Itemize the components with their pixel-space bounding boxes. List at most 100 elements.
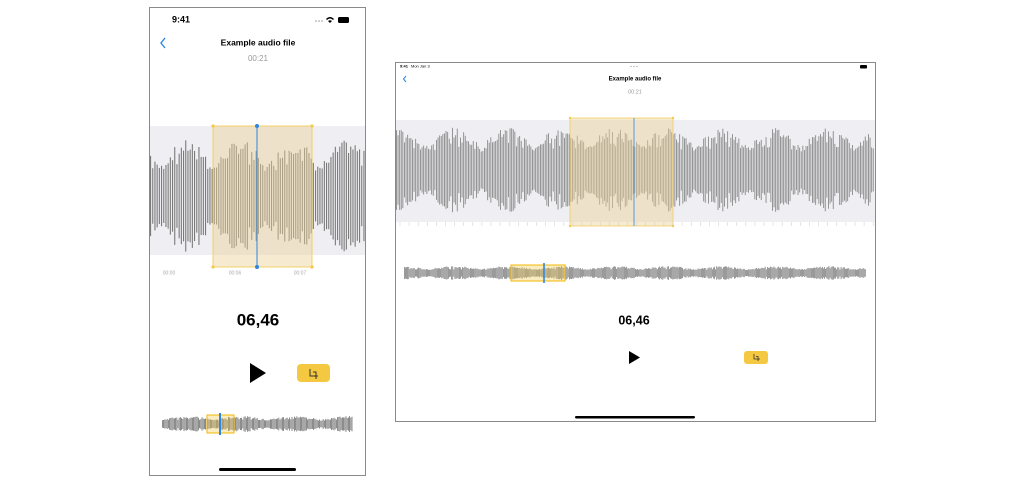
phone: 9:41 Example audio file 00:21 00:00 00:0…: [149, 7, 366, 476]
wave-bar: [361, 165, 363, 227]
wave-bar: [229, 148, 231, 244]
wave-bar: [286, 164, 288, 228]
wave-bar: [445, 266, 447, 280]
wave-bar: [589, 268, 591, 278]
wave-bar: [802, 145, 804, 195]
wave-bar: [541, 268, 543, 278]
wave-bar: [738, 268, 740, 278]
wave-bar: [284, 150, 286, 242]
selection[interactable]: [569, 117, 674, 227]
play-button[interactable]: [629, 351, 640, 364]
wave-bar: [187, 150, 189, 242]
play-button[interactable]: [250, 363, 266, 383]
wave-bar: [520, 140, 522, 199]
wave-bar: [821, 136, 823, 204]
wave-bar: [189, 418, 191, 430]
wave-bar: [319, 167, 321, 225]
wave-bar: [453, 269, 455, 277]
wave-bar: [186, 417, 187, 431]
crop-button[interactable]: [297, 364, 330, 382]
wave-bar: [859, 268, 861, 278]
wave-bar: [514, 131, 516, 209]
wave-bar: [488, 268, 490, 278]
wave-bar: [483, 269, 484, 277]
wave-bar: [461, 269, 462, 277]
wave-bar: [225, 418, 227, 430]
wave-bar: [789, 139, 791, 202]
wave-bar: [423, 145, 425, 195]
wave-bar: [730, 267, 732, 279]
wave-bar: [792, 145, 794, 195]
wave-bar: [456, 267, 458, 279]
wave-bar: [176, 417, 178, 431]
wave-bar: [612, 131, 613, 209]
wave-bar: [751, 147, 753, 193]
wave-bar: [152, 168, 154, 224]
wave-bar: [846, 268, 847, 278]
wave-bar: [813, 137, 815, 203]
wave-bar: [278, 417, 280, 431]
wave-bar: [594, 268, 595, 278]
wave-bar: [861, 269, 863, 277]
wave-bar: [207, 418, 209, 429]
wave-bar: [246, 142, 248, 250]
wave-bar: [196, 416, 198, 432]
wave-bar: [837, 267, 839, 279]
wave-bar: [314, 418, 316, 430]
wave-bar: [691, 269, 692, 277]
wave-bar: [211, 419, 212, 429]
time-ticks: [399, 222, 874, 226]
wave-bar: [832, 131, 834, 209]
wave-bar: [584, 269, 586, 277]
selection[interactable]: [212, 125, 313, 268]
time-label: 00:07: [294, 270, 307, 276]
wave-bar: [509, 128, 511, 212]
wave-bar: [757, 268, 758, 278]
wave-bar: [868, 134, 869, 206]
wave-bar: [620, 267, 622, 279]
wave-bar: [195, 416, 197, 432]
wave-bar: [853, 150, 855, 190]
wave-bar: [553, 267, 555, 279]
wave-bar: [258, 420, 259, 428]
wave-bar: [825, 269, 826, 277]
wave-bar: [231, 143, 233, 249]
wave-bar: [418, 143, 420, 197]
mini-selection[interactable]: [510, 264, 566, 282]
wave-bar: [640, 147, 642, 193]
wave-bar: [416, 269, 417, 277]
wave-bar: [785, 266, 787, 280]
wave-bar: [554, 269, 556, 277]
wave-bar: [655, 268, 657, 278]
wave-bar: [716, 266, 718, 280]
wave-bar: [323, 161, 325, 231]
wave-bar: [680, 149, 682, 191]
wave-bar: [684, 138, 685, 202]
wave-bar: [646, 268, 647, 278]
wave-bar: [469, 144, 471, 196]
wave-bar: [764, 145, 765, 195]
wave-bar: [664, 267, 666, 279]
wave-bar: [838, 267, 840, 279]
wave-bar: [493, 267, 494, 279]
wave-bar: [799, 147, 801, 193]
wave-bar: [797, 145, 799, 195]
wave-bar: [306, 147, 308, 245]
wave-bar: [260, 163, 262, 229]
wave-bar: [608, 267, 610, 279]
wave-bar: [776, 130, 778, 210]
wave-bar: [561, 266, 562, 280]
back-button[interactable]: [402, 75, 407, 83]
wave-bar: [343, 140, 345, 252]
wave-bar: [170, 418, 172, 430]
wave-bar: [340, 417, 342, 431]
crop-button[interactable]: [744, 351, 768, 364]
wave-bar: [519, 136, 521, 204]
back-button[interactable]: [160, 37, 166, 49]
wave-bar: [588, 147, 589, 193]
wave-bar: [334, 146, 336, 246]
wave-bar: [218, 163, 220, 229]
wave-bar: [407, 266, 408, 280]
wave-bar: [718, 266, 720, 280]
wave-bar: [680, 266, 681, 279]
